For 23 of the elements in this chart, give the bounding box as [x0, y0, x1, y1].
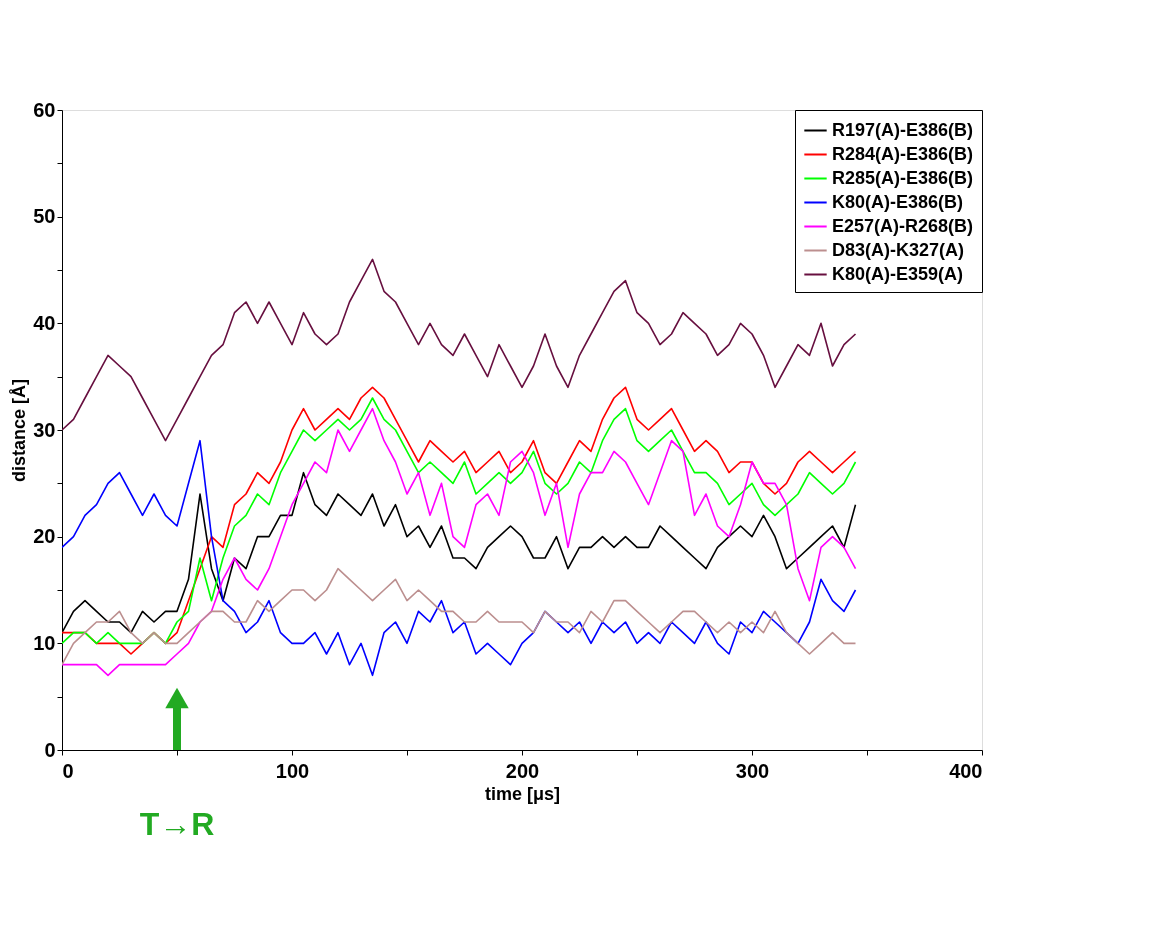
legend-label: R284(A)-E386(B) [832, 143, 974, 164]
y-tick-label: 30 [33, 418, 56, 441]
legend-label: D83(A)-K327(A) [832, 239, 965, 260]
y-tick-label: 10 [33, 631, 56, 654]
y-tick-label: 50 [33, 205, 56, 228]
x-tick-label: 0 [62, 759, 74, 782]
x-tick-label: 400 [949, 759, 983, 782]
x-tick-label: 200 [505, 759, 540, 782]
y-tick-label: 20 [33, 525, 56, 548]
legend-label: R285(A)-E386(B) [832, 167, 974, 188]
legend-label: K80(A)-E386(B) [832, 191, 964, 212]
y-axis-title: distance [Å] [9, 378, 30, 483]
x-axis-title: time [μs] [484, 783, 561, 804]
legend-label: R197(A)-E386(B) [832, 119, 974, 140]
line-series [62, 567, 857, 666]
legend-label: K80(A)-E359(A) [832, 263, 964, 284]
y-tick-label: 40 [33, 311, 56, 334]
text: T→R [139, 806, 215, 842]
y-tick-label: 0 [44, 738, 56, 761]
x-tick-label: 100 [275, 759, 310, 782]
x-tick-label: 300 [735, 759, 770, 782]
y-tick-label: 60 [33, 98, 56, 121]
legend-label: E257(A)-R268(B) [832, 215, 974, 236]
